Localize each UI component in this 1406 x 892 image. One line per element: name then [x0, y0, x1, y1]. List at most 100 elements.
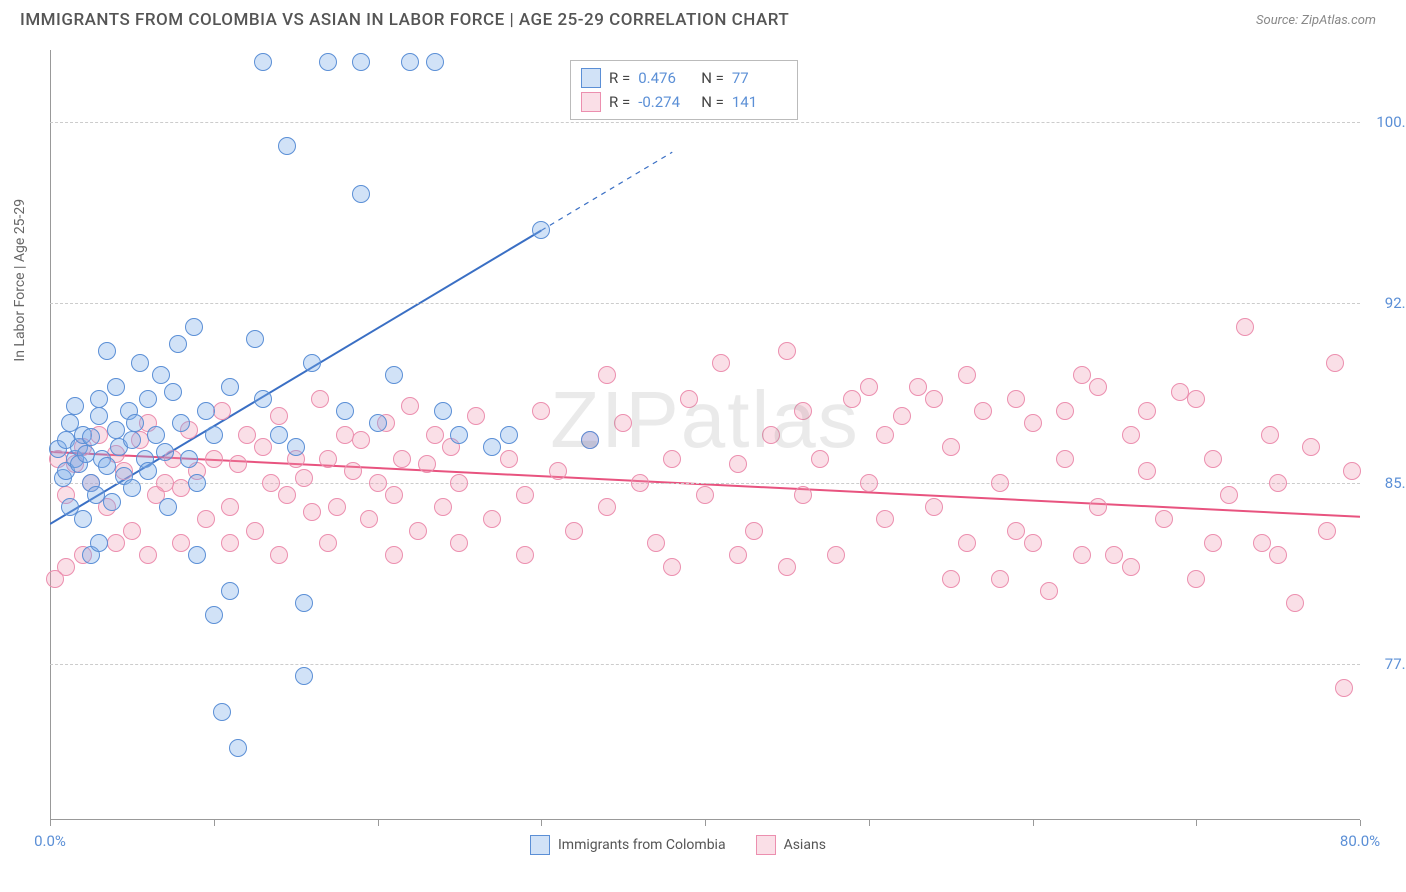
scatter-point [1122, 426, 1140, 444]
scatter-point [319, 450, 337, 468]
scatter-point [991, 474, 1009, 492]
scatter-point [942, 570, 960, 588]
scatter-point [426, 426, 444, 444]
scatter-point [1236, 318, 1254, 336]
scatter-point [156, 443, 174, 461]
scatter-point [107, 421, 125, 439]
scatter-point [205, 450, 223, 468]
scatter-point [139, 546, 157, 564]
scatter-point [169, 335, 187, 353]
scatter-point [278, 486, 296, 504]
legend-label: Asians [784, 837, 826, 853]
scatter-point [909, 378, 927, 396]
scatter-point [1089, 498, 1107, 516]
scatter-point [1122, 558, 1140, 576]
ytick-label: 85.0% [1385, 474, 1406, 492]
scatter-point [500, 450, 518, 468]
scatter-point [1204, 450, 1222, 468]
scatter-point [401, 397, 419, 415]
scatter-point [942, 438, 960, 456]
scatter-point [74, 510, 92, 528]
scatter-point [860, 474, 878, 492]
xtick-mark [541, 820, 542, 826]
scatter-point [172, 479, 190, 497]
chart-title: IMMIGRANTS FROM COLOMBIA VS ASIAN IN LAB… [20, 10, 789, 30]
scatter-point [1269, 474, 1287, 492]
scatter-point [663, 450, 681, 468]
scatter-point [205, 606, 223, 624]
scatter-point [295, 594, 313, 612]
scatter-point [680, 390, 698, 408]
scatter-point [483, 510, 501, 528]
scatter-point [827, 546, 845, 564]
scatter-point [1040, 582, 1058, 600]
scatter-point [1269, 546, 1287, 564]
scatter-point [647, 534, 665, 552]
legend-stats-row: R = 0.476 N = 77 [581, 66, 787, 90]
scatter-point [1220, 486, 1238, 504]
scatter-point [46, 570, 64, 588]
scatter-point [197, 510, 215, 528]
scatter-point [1007, 390, 1025, 408]
scatter-point [778, 342, 796, 360]
scatter-point [1105, 546, 1123, 564]
scatter-point [663, 558, 681, 576]
scatter-point [1056, 402, 1074, 420]
scatter-point [172, 534, 190, 552]
scatter-point [549, 462, 567, 480]
y-axis-label: In Labor Force | Age 25-29 [12, 199, 28, 362]
scatter-point [303, 354, 321, 372]
legend-label: Immigrants from Colombia [558, 837, 726, 853]
scatter-point [172, 414, 190, 432]
scatter-point [123, 522, 141, 540]
scatter-point [98, 342, 116, 360]
scatter-point [90, 534, 108, 552]
scatter-point [221, 378, 239, 396]
scatter-point [794, 486, 812, 504]
scatter-point [1302, 438, 1320, 456]
scatter-point [66, 397, 84, 415]
scatter-point [581, 431, 599, 449]
scatter-point [598, 498, 616, 516]
grid-line [50, 303, 1360, 304]
scatter-point [352, 53, 370, 71]
xtick-mark [1196, 820, 1197, 826]
scatter-point [270, 546, 288, 564]
scatter-point [1187, 570, 1205, 588]
scatter-point [1318, 522, 1336, 540]
scatter-point [450, 426, 468, 444]
scatter-point [1073, 546, 1091, 564]
scatter-point [107, 534, 125, 552]
scatter-point [147, 426, 165, 444]
xtick-mark [214, 820, 215, 826]
source-label: Source: ZipAtlas.com [1256, 13, 1376, 28]
scatter-point [958, 534, 976, 552]
scatter-point [974, 402, 992, 420]
scatter-point [139, 462, 157, 480]
plot-box: 77.5%85.0%92.5%100.0%0.0%80.0% [50, 50, 1360, 820]
scatter-point [254, 53, 272, 71]
grid-line [50, 122, 1360, 123]
scatter-point [287, 438, 305, 456]
scatter-point [197, 402, 215, 420]
scatter-point [1261, 426, 1279, 444]
scatter-point [126, 414, 144, 432]
legend-swatch [756, 835, 776, 855]
scatter-point [1187, 390, 1205, 408]
scatter-point [246, 522, 264, 540]
legend-stats-row: R = -0.274 N = 141 [581, 90, 787, 114]
scatter-point [180, 450, 198, 468]
scatter-point [103, 493, 121, 511]
scatter-point [876, 426, 894, 444]
scatter-point [385, 486, 403, 504]
scatter-point [188, 546, 206, 564]
scatter-point [1343, 462, 1361, 480]
scatter-point [221, 582, 239, 600]
scatter-point [745, 522, 763, 540]
stat-r-value: -0.274 [638, 93, 693, 111]
scatter-point [418, 455, 436, 473]
scatter-point [319, 534, 337, 552]
scatter-point [159, 498, 177, 516]
scatter-point [565, 522, 583, 540]
scatter-point [450, 474, 468, 492]
